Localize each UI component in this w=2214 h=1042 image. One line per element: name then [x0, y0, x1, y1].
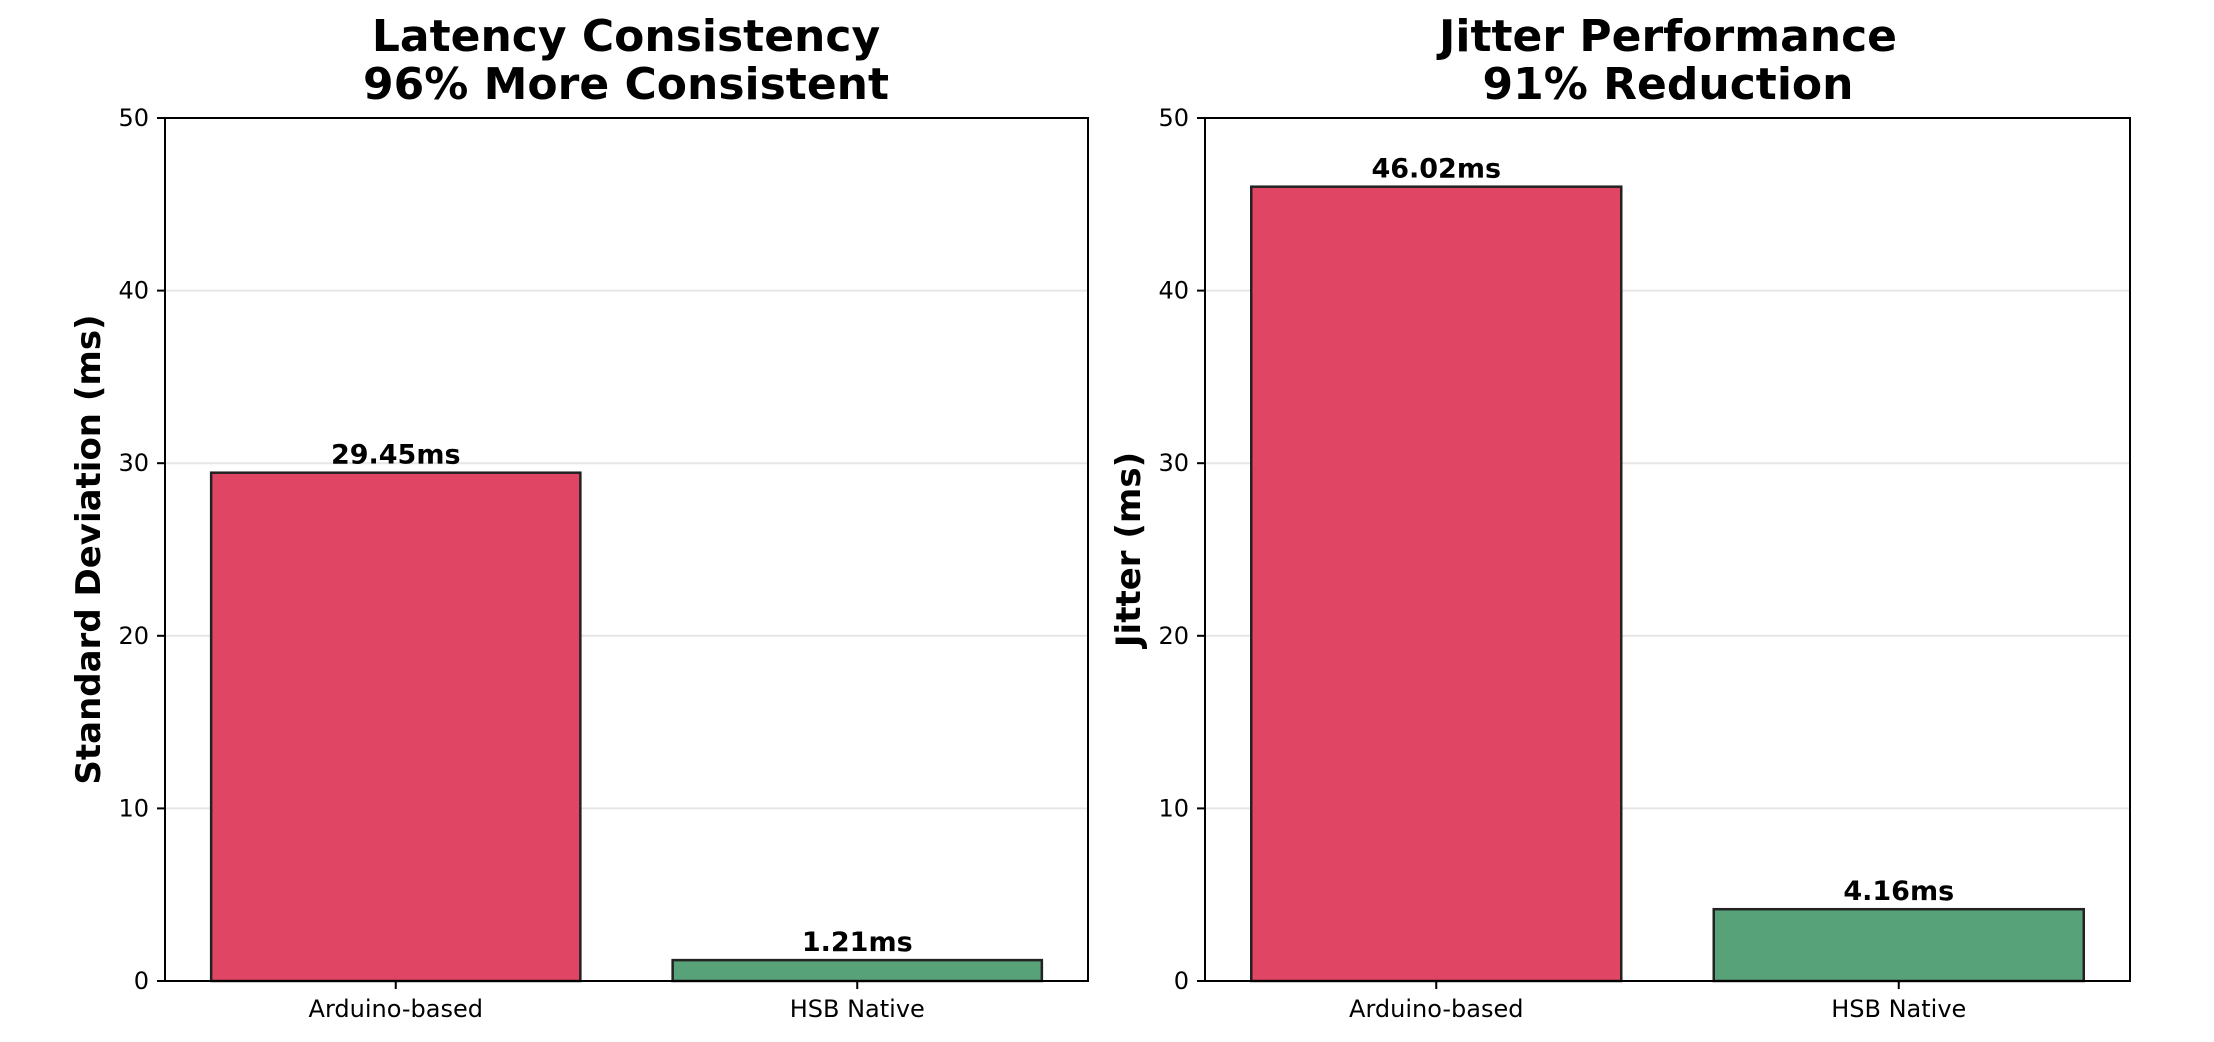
chart-title: 91% Reduction — [1483, 59, 1854, 110]
chart-panel-1: 29.45ms Arduino-based 1.21ms HSB Native 0 10 2… — [69, 11, 1089, 1023]
y-tick-label: 50 — [118, 104, 149, 132]
bar-hsb-native — [1712, 907, 2085, 983]
value-label: 46.02ms — [1371, 154, 1501, 185]
chart-title: 96% More Consistent — [363, 59, 889, 110]
chart-panel-2: 46.02ms Arduino-based 4.16ms HSB Native 0 10 2… — [1109, 11, 2131, 1023]
bar-hsb-native — [671, 958, 1044, 983]
y-axis-label: Standard Deviation (ms) — [69, 314, 109, 784]
chart-title: Jitter Performance — [1436, 11, 1897, 62]
y-tick-label: 10 — [1158, 794, 1189, 822]
y-tick-label: 30 — [118, 449, 149, 477]
y-tick-label: 0 — [134, 967, 149, 995]
value-label: 4.16ms — [1843, 876, 1954, 907]
y-tick-label: 20 — [118, 622, 149, 650]
axes-frame — [1204, 117, 2131, 982]
bar-arduino-based — [209, 471, 582, 983]
chart-title: Latency Consistency — [372, 11, 880, 62]
y-tick-label: 40 — [118, 277, 149, 305]
y-axis-label: Jitter (ms) — [1109, 452, 1149, 649]
bar-arduino-based — [1250, 185, 1623, 983]
x-tick-label: Arduino-based — [309, 995, 483, 1023]
y-tick-label: 30 — [1158, 449, 1189, 477]
value-label: 1.21ms — [802, 927, 913, 958]
y-tick-label: 40 — [1158, 277, 1189, 305]
x-tick-label: HSB Native — [1831, 995, 1966, 1023]
y-tick-label: 10 — [118, 794, 149, 822]
value-label: 29.45ms — [331, 440, 461, 471]
x-tick-label: HSB Native — [790, 995, 925, 1023]
axes-frame — [164, 117, 1089, 982]
y-tick-label: 0 — [1174, 967, 1189, 995]
y-tick-label: 20 — [1158, 622, 1189, 650]
y-tick-label: 50 — [1158, 104, 1189, 132]
x-tick-label: Arduino-based — [1349, 995, 1523, 1023]
